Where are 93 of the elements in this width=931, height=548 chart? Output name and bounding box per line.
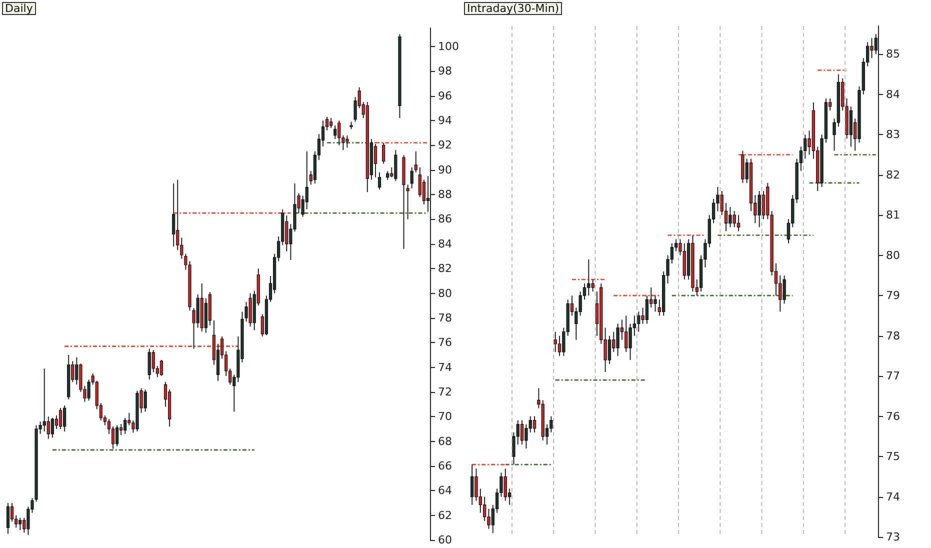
candlestick xyxy=(616,323,620,356)
candlestick xyxy=(410,166,414,189)
y-tick-label: 83 xyxy=(886,128,900,142)
y-tick-label: 80 xyxy=(886,248,900,262)
candlestick xyxy=(160,359,164,376)
candlestick xyxy=(591,278,594,292)
y-tick-label: 90 xyxy=(438,163,452,176)
candlestick xyxy=(470,464,474,506)
candlestick xyxy=(378,172,382,190)
candlestick xyxy=(87,379,90,402)
candlestick xyxy=(487,508,490,530)
candlestick xyxy=(524,424,528,449)
y-tick-label: 82 xyxy=(438,262,452,276)
y-tick-label: 80 xyxy=(438,286,452,300)
candlestick xyxy=(46,416,50,440)
y-tick-label: 75 xyxy=(886,450,900,464)
chart-title: Intraday(30-Min) xyxy=(467,2,560,15)
candlestick xyxy=(778,274,782,312)
y-tick-label: 82 xyxy=(886,168,900,182)
y-tick-label: 73 xyxy=(886,530,900,544)
y-tick-label: 88 xyxy=(438,188,452,202)
candlestick xyxy=(624,315,628,352)
y-tick-label: 70 xyxy=(438,410,452,424)
candlestick xyxy=(758,190,761,228)
candlestick xyxy=(144,388,147,412)
candlestick xyxy=(285,215,288,252)
candlestick xyxy=(338,120,341,146)
y-tick-label: 94 xyxy=(438,114,452,128)
candlestick xyxy=(414,150,418,173)
y-tick-label: 100 xyxy=(438,40,459,54)
candlestick xyxy=(18,517,22,531)
candlestick xyxy=(63,405,66,432)
y-tick-label: 77 xyxy=(886,370,900,383)
candlestick xyxy=(42,368,46,432)
y-tick-label: 92 xyxy=(438,138,452,152)
y-tick-label: 96 xyxy=(438,89,452,102)
candlestick xyxy=(532,416,536,433)
candlestick xyxy=(654,295,657,312)
y-tick-label: 78 xyxy=(886,329,900,342)
y-tick-label: 74 xyxy=(886,490,900,504)
y-tick-label: 78 xyxy=(438,311,452,324)
y-tick-label: 76 xyxy=(886,410,900,423)
y-tick-label: 62 xyxy=(438,508,452,522)
y-tick-label: 79 xyxy=(886,289,900,302)
chart-title: Daily xyxy=(5,2,34,15)
candlestick xyxy=(374,143,378,178)
y-tick-label: 74 xyxy=(438,360,452,374)
candlestick xyxy=(550,416,553,433)
y-tick-label: 60 xyxy=(438,534,452,546)
y-tick-label: 76 xyxy=(438,336,452,350)
y-tick-label: 64 xyxy=(438,484,452,498)
candlestick xyxy=(346,134,349,148)
candlestick xyxy=(608,335,612,364)
candlestick xyxy=(6,502,10,534)
candlestick xyxy=(804,134,807,160)
y-tick-label: 68 xyxy=(438,434,452,448)
candlestick xyxy=(148,348,151,380)
candlestick xyxy=(58,407,62,430)
candlestick xyxy=(482,496,486,522)
y-tick-label: 98 xyxy=(438,64,452,78)
y-tick-label: 84 xyxy=(438,237,452,250)
candlestick xyxy=(554,331,557,352)
y-tick-label: 72 xyxy=(438,385,452,398)
candlestick xyxy=(736,214,740,232)
candlestick xyxy=(330,118,333,128)
y-tick-label: 66 xyxy=(438,459,452,472)
candlestick xyxy=(244,301,248,322)
candlestick xyxy=(504,468,507,502)
candlestick xyxy=(595,291,599,336)
candlestick xyxy=(50,417,54,438)
candlestick xyxy=(520,420,524,445)
candlestick xyxy=(762,190,766,220)
candlestick xyxy=(782,274,786,304)
candlestick xyxy=(382,142,386,164)
candlestick xyxy=(732,210,736,228)
candlestick xyxy=(645,295,649,324)
y-tick-label: 84 xyxy=(886,88,900,101)
candlestick xyxy=(418,166,422,198)
candlestick xyxy=(628,323,632,360)
y-tick-label: 86 xyxy=(438,212,452,226)
y-tick-label: 81 xyxy=(886,208,900,222)
candlestick xyxy=(394,150,398,182)
y-tick-label: 85 xyxy=(886,48,900,61)
candlestick xyxy=(558,335,562,356)
candlestick xyxy=(334,124,337,140)
candlestick xyxy=(152,350,155,373)
candlestick xyxy=(172,182,176,247)
candlestick xyxy=(587,258,590,296)
candlestick xyxy=(474,468,478,502)
candlestick xyxy=(115,424,119,447)
candlestick xyxy=(870,38,874,59)
candlestick xyxy=(124,417,127,434)
candlestick xyxy=(728,206,732,228)
